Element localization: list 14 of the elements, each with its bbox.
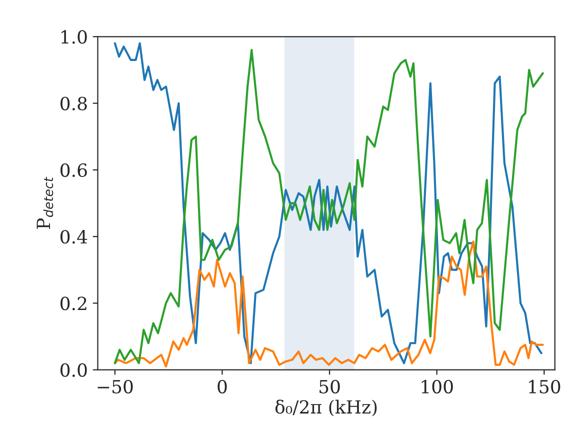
y-tick-label: 0.0: [60, 363, 87, 377]
x-tick-label: 50: [320, 380, 340, 394]
x-tick-label: −50: [98, 380, 133, 394]
y-tick-label: 0.6: [60, 163, 87, 178]
x-tick-label: 100: [422, 380, 453, 394]
line-series: [114, 240, 544, 368]
y-axis-title: P$_{detect}$: [36, 176, 54, 229]
x-axis-title: δ₀/2π (kHz): [275, 400, 377, 416]
y-tick-label: 0.2: [60, 296, 86, 310]
y-tick-label: 0.4: [60, 230, 88, 244]
x-tick-label: 0: [218, 380, 227, 394]
y-tick-label: 0.8: [60, 96, 87, 110]
y-tick-label: 1.0: [62, 30, 87, 44]
x-tick-label: 150: [529, 380, 560, 394]
